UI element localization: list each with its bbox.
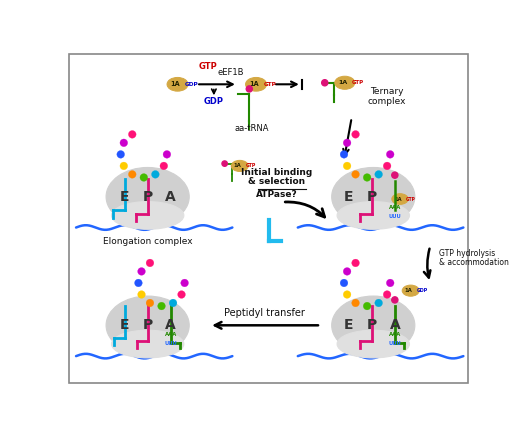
Circle shape <box>343 291 351 298</box>
Text: & accommodation: & accommodation <box>439 258 509 267</box>
Text: AAA: AAA <box>389 205 401 210</box>
Circle shape <box>128 171 136 178</box>
Text: E: E <box>344 190 353 204</box>
Text: GTP: GTP <box>406 197 416 201</box>
Text: 1A: 1A <box>170 81 180 87</box>
Circle shape <box>140 174 148 181</box>
Ellipse shape <box>106 168 189 226</box>
Circle shape <box>392 297 398 303</box>
Text: A: A <box>389 318 400 332</box>
Text: ATPase?: ATPase? <box>256 190 298 199</box>
Circle shape <box>343 268 351 275</box>
Text: UUU: UUU <box>388 341 401 346</box>
Circle shape <box>383 291 391 298</box>
Text: UUU: UUU <box>165 341 177 346</box>
Text: 1A: 1A <box>249 81 258 87</box>
Circle shape <box>340 279 348 287</box>
Circle shape <box>352 299 359 307</box>
Text: eEF1B: eEF1B <box>218 68 244 77</box>
Circle shape <box>120 162 128 170</box>
Text: GDP: GDP <box>204 97 224 107</box>
Text: 1A: 1A <box>234 163 242 168</box>
Circle shape <box>160 162 168 170</box>
Text: AAA: AAA <box>165 332 177 337</box>
Circle shape <box>128 130 136 138</box>
Circle shape <box>375 171 383 178</box>
Circle shape <box>181 279 189 287</box>
Text: GTP: GTP <box>352 80 364 85</box>
Circle shape <box>135 279 143 287</box>
Circle shape <box>178 291 185 298</box>
Circle shape <box>343 139 351 147</box>
Circle shape <box>222 161 227 166</box>
Circle shape <box>138 291 145 298</box>
Text: aa-tRNA: aa-tRNA <box>234 124 269 133</box>
Circle shape <box>117 151 125 158</box>
Text: GTP: GTP <box>264 82 276 87</box>
Circle shape <box>146 299 154 307</box>
Ellipse shape <box>246 78 267 91</box>
Ellipse shape <box>106 296 189 355</box>
Ellipse shape <box>332 296 415 355</box>
Text: & selection: & selection <box>248 178 305 186</box>
Text: 1A: 1A <box>394 197 402 201</box>
Ellipse shape <box>337 202 409 229</box>
Text: P: P <box>367 318 377 332</box>
Circle shape <box>146 259 154 267</box>
Ellipse shape <box>335 76 355 89</box>
Circle shape <box>363 302 371 310</box>
Circle shape <box>392 172 398 178</box>
Circle shape <box>352 259 359 267</box>
Ellipse shape <box>402 285 419 296</box>
Ellipse shape <box>392 194 408 204</box>
Circle shape <box>158 302 166 310</box>
Text: Initial binding: Initial binding <box>242 168 313 177</box>
Ellipse shape <box>112 330 184 358</box>
Circle shape <box>386 279 394 287</box>
Circle shape <box>352 171 359 178</box>
Text: P: P <box>367 190 377 204</box>
Text: GTP hydrolysis: GTP hydrolysis <box>439 249 495 258</box>
Ellipse shape <box>332 168 415 226</box>
Text: A: A <box>166 318 176 332</box>
Circle shape <box>343 162 351 170</box>
Text: P: P <box>143 318 153 332</box>
Text: GTP: GTP <box>246 163 256 168</box>
Text: Elongation complex: Elongation complex <box>103 237 192 246</box>
Circle shape <box>169 299 177 307</box>
Text: P: P <box>143 190 153 204</box>
Text: A: A <box>166 190 176 204</box>
Ellipse shape <box>337 330 409 358</box>
Circle shape <box>138 268 145 275</box>
Circle shape <box>386 151 394 158</box>
Circle shape <box>352 130 359 138</box>
Text: GDP: GDP <box>185 82 199 87</box>
Text: E: E <box>344 318 353 332</box>
Text: 1A: 1A <box>338 80 347 85</box>
Circle shape <box>375 299 383 307</box>
Text: Peptidyl transfer: Peptidyl transfer <box>224 308 305 318</box>
Circle shape <box>322 80 328 86</box>
Text: UUU: UUU <box>388 213 401 219</box>
Text: Ternary: Ternary <box>369 87 403 96</box>
Circle shape <box>340 151 348 158</box>
Text: GDP: GDP <box>417 288 428 293</box>
Circle shape <box>120 139 128 147</box>
Text: E: E <box>120 318 129 332</box>
Ellipse shape <box>112 202 184 229</box>
Ellipse shape <box>231 160 248 171</box>
Circle shape <box>163 151 171 158</box>
Text: AAA: AAA <box>389 332 401 337</box>
Circle shape <box>363 174 371 181</box>
Text: GTP: GTP <box>199 62 217 71</box>
Ellipse shape <box>167 78 188 91</box>
Circle shape <box>151 171 159 178</box>
Text: 1A: 1A <box>405 288 413 293</box>
Circle shape <box>383 162 391 170</box>
Text: complex: complex <box>367 97 406 106</box>
Circle shape <box>246 86 253 92</box>
Text: E: E <box>120 190 129 204</box>
